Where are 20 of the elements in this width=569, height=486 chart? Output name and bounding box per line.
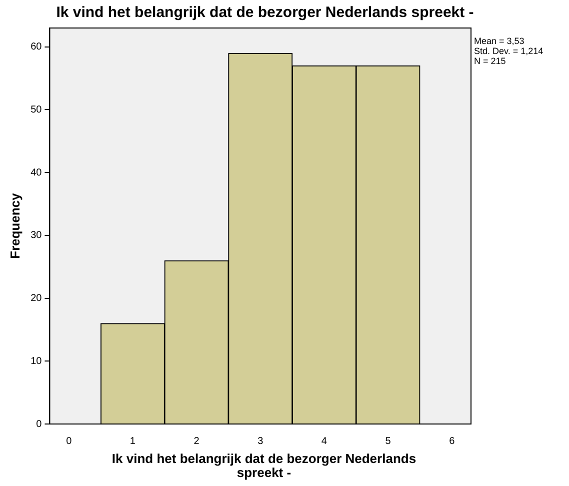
y-tick-label: 40 — [30, 167, 42, 178]
text: Mean = 3,53 — [474, 36, 526, 46]
y-tick-label: 0 — [36, 418, 42, 430]
text: Std. Dev. = 1,214 — [474, 46, 544, 56]
x-tick-label: 2 — [194, 436, 200, 447]
y-tick-label: 30 — [30, 230, 42, 242]
x-tick-label: 0 — [66, 436, 72, 447]
x-tick-label: 6 — [449, 436, 456, 447]
x-tick-label: 3 — [258, 436, 264, 447]
x-tick-label: 5 — [385, 436, 392, 447]
chart-title: Ik vind het belangrijk dat de bezorger Nederlands spreekt - — [55, 4, 475, 21]
y-axis-title: Frequency — [7, 192, 22, 259]
x-axis-title: Ik vind het belangrijk dat de bezorger Nederlands spreekt - — [110, 451, 418, 480]
y-tick-label: 20 — [30, 293, 42, 304]
y-tick-label: 10 — [30, 356, 42, 367]
y-tick-label: 60 — [30, 42, 42, 53]
x-tick-label: 4 — [321, 436, 328, 447]
x-tick-label: 1 — [130, 436, 136, 447]
text: N = 215 — [474, 56, 507, 66]
y-tick-label: 50 — [30, 104, 42, 116]
